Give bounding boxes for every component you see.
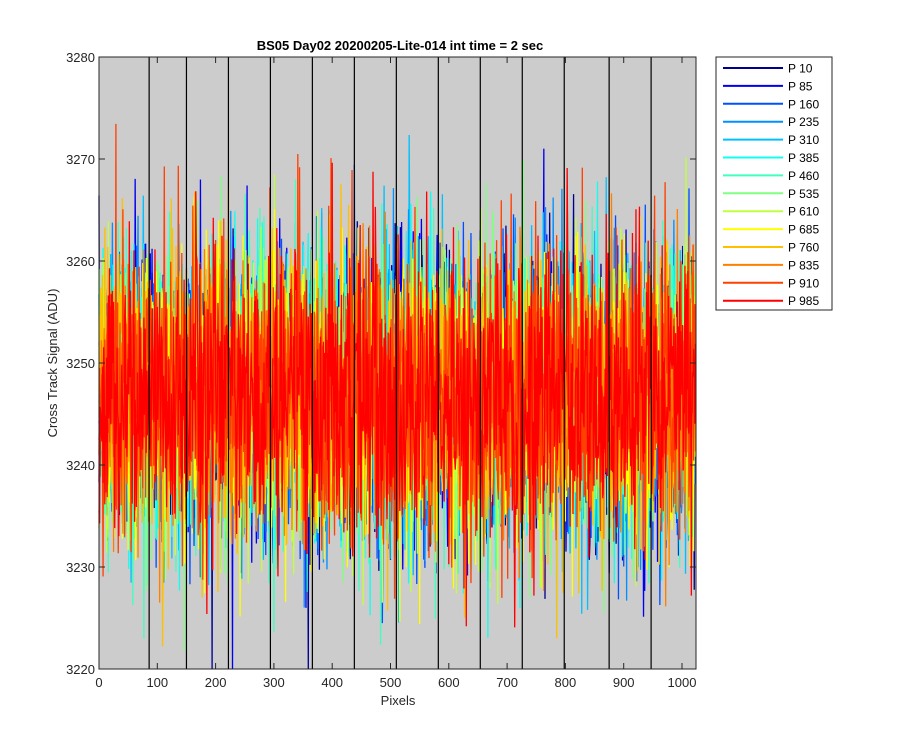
legend-label: P 610 bbox=[788, 205, 819, 219]
x-tick-labels: 0 100 200 300 400 500 600 700 800 900 1000 bbox=[95, 675, 696, 690]
legend: P 10 P 85 P 160 P 235 P 310 P 385 P 460 P 535 P … bbox=[715, 56, 833, 311]
data-lines bbox=[98, 123, 697, 670]
x-tick-label: 700 bbox=[496, 675, 518, 690]
y-tick-label: 3240 bbox=[66, 458, 95, 473]
y-axis-title: Cross Track Signal (ADU) bbox=[45, 289, 60, 438]
series-line-p985 bbox=[98, 162, 697, 628]
y-tick-label: 3250 bbox=[66, 356, 95, 371]
y-tick-label: 3230 bbox=[66, 560, 95, 575]
legend-label: P 985 bbox=[788, 294, 819, 308]
legend-label: P 235 bbox=[788, 115, 819, 129]
chart-title: BS05 Day02 20200205-Lite-014 int time = … bbox=[257, 38, 544, 53]
y-tick-label: 3220 bbox=[66, 662, 95, 677]
y-tick-label: 3260 bbox=[66, 254, 95, 269]
legend-label: P 760 bbox=[788, 241, 819, 255]
legend-label: P 685 bbox=[788, 223, 819, 237]
x-tick-label: 300 bbox=[263, 675, 285, 690]
legend-label: P 385 bbox=[788, 151, 819, 165]
x-tick-label: 0 bbox=[95, 675, 102, 690]
x-tick-label: 500 bbox=[380, 675, 402, 690]
legend-label: P 835 bbox=[788, 258, 819, 272]
x-tick-label: 1000 bbox=[668, 675, 697, 690]
y-tick-labels: 3220 3230 3240 3250 3260 3270 3280 bbox=[66, 50, 95, 677]
x-tick-label: 200 bbox=[205, 675, 227, 690]
y-tick-label: 3280 bbox=[66, 50, 95, 65]
legend-label: P 160 bbox=[788, 97, 819, 111]
x-tick-label: 800 bbox=[555, 675, 577, 690]
legend-label: P 310 bbox=[788, 133, 819, 147]
legend-label: P 910 bbox=[788, 276, 819, 290]
x-axis-title: Pixels bbox=[381, 693, 416, 708]
axis-ticks bbox=[98, 56, 696, 670]
x-tick-label: 100 bbox=[146, 675, 168, 690]
y-tick-label: 3270 bbox=[66, 152, 95, 167]
vertical-markers bbox=[148, 57, 652, 669]
legend-label: P 10 bbox=[788, 62, 813, 76]
legend-label: P 85 bbox=[788, 79, 813, 93]
x-tick-label: 600 bbox=[438, 675, 460, 690]
legend-label: P 535 bbox=[788, 187, 819, 201]
legend-label: P 460 bbox=[788, 169, 819, 183]
x-tick-label: 900 bbox=[613, 675, 635, 690]
x-tick-label: 400 bbox=[321, 675, 343, 690]
legend-box bbox=[715, 56, 833, 311]
